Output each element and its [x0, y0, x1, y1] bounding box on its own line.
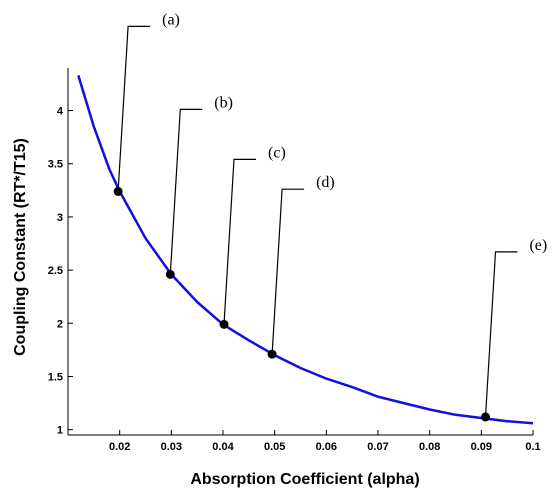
- data-marker: [267, 349, 277, 359]
- data-marker: [219, 319, 229, 329]
- x-tick-label: 0.03: [161, 441, 182, 453]
- marker-label: (e): [529, 237, 547, 254]
- x-tick-label: 0.02: [109, 441, 130, 453]
- x-tick-label: 0.09: [471, 441, 492, 453]
- y-tick-label: 2: [57, 318, 63, 330]
- x-tick-label: 0.07: [367, 441, 388, 453]
- label-layer: (a) (b) (c) (d) (e): [162, 11, 547, 254]
- y-axis-title: Coupling Constant (RT*/T15): [12, 138, 29, 356]
- callout-line: [484, 251, 518, 417]
- x-tick-label: 0.08: [419, 441, 440, 453]
- x-axis-title: Absorption Coefficient (alpha): [190, 471, 419, 488]
- series-line: [77, 75, 534, 425]
- callout-line: [223, 158, 256, 325]
- callout-line: [271, 188, 305, 355]
- data-marker: [480, 412, 490, 422]
- callout-layer: [117, 25, 518, 417]
- y-tick-label: 4: [57, 106, 64, 118]
- x-tick-label: 0.04: [212, 441, 234, 453]
- x-tick-label: 0.1: [525, 441, 540, 453]
- marker-layer: [113, 186, 490, 422]
- y-tick-label: 1: [57, 425, 63, 437]
- marker-label: (c): [268, 144, 286, 161]
- marker-label: (b): [214, 94, 233, 111]
- x-tick-label: 0.06: [316, 441, 337, 453]
- y-tick-label: 1.5: [48, 371, 63, 383]
- callout-line: [117, 25, 151, 192]
- y-tick-label: 2.5: [48, 265, 63, 277]
- data-marker: [165, 269, 175, 279]
- y-tick-label: 3.5: [48, 159, 63, 171]
- callout-line: [169, 108, 203, 275]
- marker-label: (a): [162, 11, 180, 28]
- data-marker: [113, 186, 123, 196]
- marker-label: (d): [316, 174, 335, 191]
- axes: 0.02 0.03 0.04 0.05 0.06 0.07 0.08 0.09 0.1 1 1.5 2…: [48, 68, 541, 453]
- x-tick-label: 0.05: [264, 441, 285, 453]
- y-tick-label: 3: [57, 212, 63, 224]
- curve-layer: [77, 75, 534, 425]
